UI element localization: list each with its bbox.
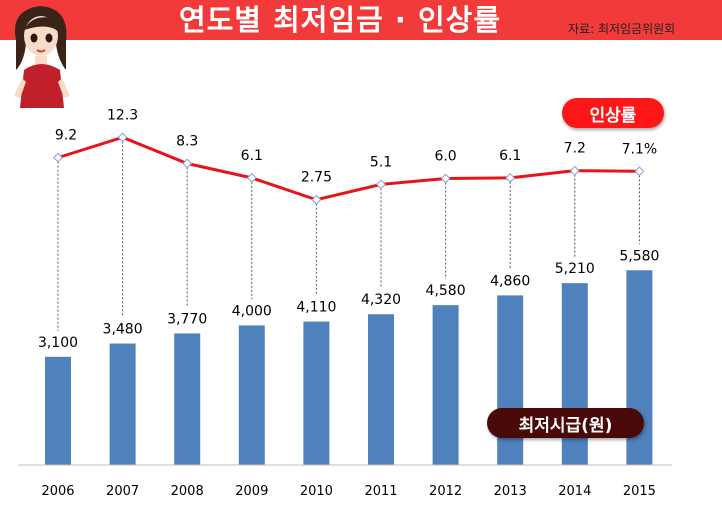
source-note: 자료: 최저임금위원회	[568, 22, 676, 36]
bar-value-label: 4,110	[296, 300, 336, 316]
rate-value-label: 7.1%	[622, 141, 658, 157]
bar	[109, 343, 136, 465]
x-tick-label: 2008	[171, 484, 204, 499]
rate-marker	[246, 172, 257, 183]
bar-value-label: 4,000	[232, 303, 272, 319]
x-tick-label: 2012	[429, 484, 462, 499]
rate-marker	[182, 158, 193, 169]
header-band	[0, 0, 722, 40]
rate-value-label: 9.2	[55, 128, 77, 144]
bar	[45, 356, 71, 465]
rate-marker	[376, 179, 386, 190]
bar-data-labels: 3,100 3,480 3,770 4,000 4,110 4,320 4,580 4,860…	[38, 248, 659, 351]
bar-series	[45, 270, 653, 465]
page-title: 연도별 최저임금 · 인상률	[178, 3, 502, 37]
rate-markers	[53, 132, 645, 205]
bar-value-label: 4,580	[426, 283, 466, 299]
x-tick-label: 2015	[623, 484, 656, 499]
bar	[368, 314, 394, 465]
x-tick-label: 2009	[235, 484, 268, 499]
avatar	[14, 6, 70, 108]
rate-marker	[634, 166, 645, 177]
bar-value-label: 5,580	[619, 248, 659, 264]
rate-marker	[505, 172, 516, 183]
bar	[432, 305, 459, 465]
x-tick-label: 2006	[41, 484, 74, 499]
rate-value-label: 2.75	[301, 170, 332, 186]
bar-value-label: 5,210	[555, 261, 595, 277]
bar-value-label: 4,860	[490, 273, 530, 289]
x-tick-label: 2014	[558, 484, 591, 499]
rate-value-label: 6.1	[499, 148, 521, 164]
rate-value-label: 7.2	[564, 141, 586, 157]
rate-value-label: 8.3	[176, 134, 198, 150]
bar-value-label: 3,100	[38, 335, 78, 351]
bar	[174, 333, 201, 465]
bar-value-label: 3,480	[103, 322, 143, 338]
rate-value-label: 5.1	[370, 154, 392, 170]
x-tick-label: 2013	[494, 484, 527, 499]
x-tick-label: 2011	[364, 484, 397, 499]
rate-value-label: 12.3	[107, 107, 138, 123]
bar-value-label: 3,770	[167, 311, 207, 327]
rate-marker	[117, 132, 128, 143]
rate-marker	[569, 165, 580, 176]
x-tick-label: 2007	[106, 484, 139, 499]
rate-marker	[311, 194, 322, 205]
wage-legend-label: 최저시급(원)	[487, 408, 644, 438]
bar	[303, 321, 330, 465]
bar	[238, 325, 265, 465]
rate-value-label: 6.1	[241, 148, 263, 164]
x-tick-labels: 2006 2007 2008 2009 2010 2011 2012 2013 2014 2015	[41, 484, 655, 499]
bar-value-label: 4,320	[361, 292, 401, 308]
rate-marker	[53, 152, 63, 163]
rate-data-labels: 9.2 12.3 8.3 6.1 2.75 5.1 6.0 6.1 7.2 7.1%	[55, 107, 657, 185]
rate-marker	[440, 173, 451, 184]
rate-legend-label: 인상률	[562, 98, 664, 128]
rate-line	[57, 135, 640, 202]
bar	[497, 295, 524, 465]
drop-lines	[57, 141, 640, 331]
x-tick-label: 2010	[300, 484, 333, 499]
rate-value-label: 6.0	[434, 149, 456, 165]
